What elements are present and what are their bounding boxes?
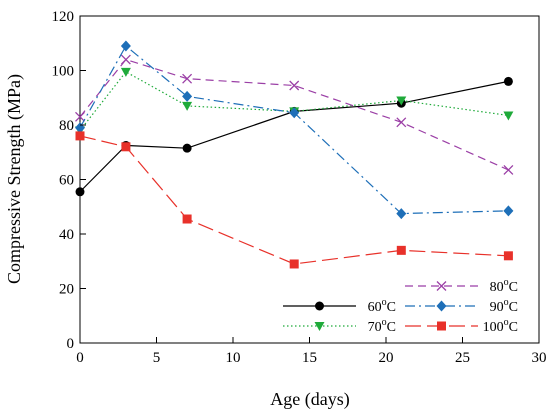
legend-label-degree: o bbox=[504, 297, 509, 308]
series-line bbox=[79, 71, 509, 131]
series-70c bbox=[75, 67, 514, 136]
legend-item-80c: 80oC bbox=[405, 277, 518, 295]
x-axis-title: Age (days) bbox=[270, 389, 349, 410]
legend-marker bbox=[315, 301, 324, 311]
legend-label-value: 60 bbox=[368, 300, 382, 315]
data-point bbox=[396, 208, 407, 220]
data-point bbox=[182, 73, 193, 84]
legend-marker bbox=[436, 281, 447, 291]
data-point bbox=[503, 76, 513, 86]
data-point bbox=[75, 131, 85, 141]
legend-label: 100oC bbox=[483, 317, 518, 335]
data-point bbox=[396, 96, 407, 106]
data-point bbox=[182, 90, 193, 102]
legend-label-degree: o bbox=[504, 277, 509, 288]
legend-item-100c: 100oC bbox=[405, 317, 518, 335]
y-tick-label: 20 bbox=[59, 282, 74, 298]
legend-label-unit: C bbox=[387, 320, 396, 335]
data-point bbox=[75, 111, 85, 122]
legend-label-degree: o bbox=[504, 317, 509, 328]
legend-label-degree: o bbox=[382, 317, 387, 328]
x-tick-label: 30 bbox=[532, 350, 547, 366]
legend-item-90c: 90oC bbox=[405, 297, 518, 315]
series-line bbox=[79, 58, 509, 171]
y-tick-label: 80 bbox=[59, 118, 74, 134]
x-tick-label: 5 bbox=[153, 350, 161, 366]
legend-label-degree: o bbox=[382, 297, 387, 308]
series-line bbox=[79, 45, 509, 215]
legend-label-unit: C bbox=[509, 300, 518, 315]
data-point bbox=[396, 117, 407, 128]
x-tick-label: 15 bbox=[302, 350, 317, 366]
legend-label-unit: C bbox=[509, 280, 518, 295]
y-tick-label: 60 bbox=[59, 173, 74, 189]
legend-marker bbox=[314, 322, 325, 331]
y-tick-label: 0 bbox=[67, 336, 75, 352]
data-point bbox=[120, 40, 131, 52]
series-line bbox=[79, 80, 509, 193]
data-point bbox=[503, 165, 514, 175]
x-tick-label: 10 bbox=[226, 350, 241, 366]
series-line bbox=[79, 135, 509, 265]
data-point bbox=[182, 143, 192, 153]
data-point bbox=[289, 259, 299, 269]
data-point bbox=[289, 107, 300, 119]
data-point bbox=[120, 67, 131, 77]
y-tick-label: 40 bbox=[59, 227, 74, 243]
y-tick-label: 100 bbox=[52, 64, 75, 80]
series-layer bbox=[75, 40, 514, 269]
series-90c bbox=[75, 40, 514, 220]
legend-label-value: 90 bbox=[490, 300, 504, 315]
series-80c bbox=[75, 54, 514, 175]
series-100c bbox=[75, 131, 513, 269]
legend-marker bbox=[437, 321, 446, 331]
data-point bbox=[120, 54, 131, 65]
data-point bbox=[503, 205, 514, 217]
data-point bbox=[289, 80, 300, 91]
series-60c bbox=[75, 76, 513, 197]
legend-label: 60oC bbox=[368, 297, 396, 315]
legend-label-unit: C bbox=[387, 300, 396, 315]
x-tick-label: 20 bbox=[379, 350, 394, 366]
x-tick-label: 0 bbox=[76, 350, 84, 366]
data-point bbox=[503, 251, 513, 261]
y-axis-ticks: 0 20 40 60 80 100 120 bbox=[52, 9, 86, 352]
legend-label: 90oC bbox=[490, 297, 518, 315]
legend-label: 70oC bbox=[368, 317, 396, 335]
legend-label: 80oC bbox=[490, 277, 518, 295]
legend-item-70c: 70oC bbox=[283, 317, 396, 335]
data-point bbox=[121, 142, 131, 152]
x-tick-label: 25 bbox=[455, 350, 470, 366]
data-point bbox=[182, 214, 192, 224]
y-axis-title: Compressive Strength (MPa) bbox=[4, 74, 25, 284]
legend-marker bbox=[436, 300, 447, 312]
x-axis-ticks: 0 5 10 15 20 25 30 bbox=[76, 337, 547, 366]
data-point bbox=[75, 187, 85, 197]
data-point bbox=[396, 245, 406, 255]
legend-item-60c: 60oC bbox=[283, 297, 396, 315]
legend-label-value: 80 bbox=[490, 280, 504, 295]
legend-label-unit: C bbox=[509, 320, 518, 335]
data-point bbox=[182, 101, 193, 111]
y-tick-label: 120 bbox=[52, 9, 75, 25]
data-point bbox=[503, 111, 514, 121]
legend-label-value: 100 bbox=[483, 320, 504, 335]
legend-label-value: 70 bbox=[368, 320, 382, 335]
